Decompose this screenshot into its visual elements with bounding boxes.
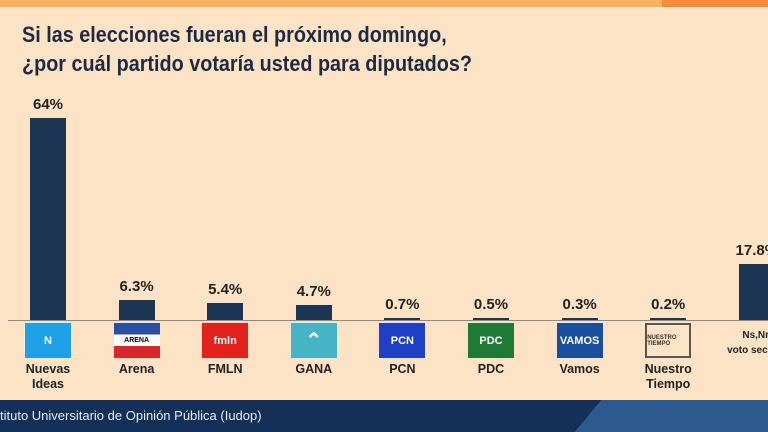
logo-text: PCN xyxy=(390,334,414,347)
logo-text: N xyxy=(44,334,52,347)
data-label: 6.3% xyxy=(119,278,154,296)
title-line: ¿por cuál partido votaría usted para dip… xyxy=(22,51,472,76)
party-logo-icon: fmln xyxy=(202,323,249,358)
chart-title: Si las elecciones fueran el próximo domi… xyxy=(22,20,472,78)
category-label-line: PDC xyxy=(477,362,505,376)
party-logo-icon: NUESTRO TIEMPO xyxy=(645,323,692,358)
category-label-line: voto secreto xyxy=(727,345,768,356)
data-label: 17.8% xyxy=(735,241,768,259)
category-label-line: Arena xyxy=(118,362,155,376)
data-label: 4.7% xyxy=(296,283,331,301)
data-label: 0.5% xyxy=(473,296,509,313)
category-label: Vamos xyxy=(535,362,625,377)
category-label: PCN xyxy=(357,362,447,377)
data-label: 64% xyxy=(32,96,64,113)
bar xyxy=(738,263,768,320)
logo-text: ARENA xyxy=(124,337,150,344)
logo-text: fmln xyxy=(213,334,237,347)
category-label-line: GANA xyxy=(295,362,333,376)
logo-text: NUESTRO TIEMPO xyxy=(647,334,677,347)
data-label: 5.4% xyxy=(208,280,243,298)
logo-text: PDC xyxy=(479,334,503,347)
bar xyxy=(650,318,687,320)
footer: tituto Universitario de Opinión Pública … xyxy=(0,400,768,432)
party-logo-icon: VAMOS xyxy=(556,323,603,358)
category-label: Ns,Nr, voto secreto xyxy=(712,328,768,358)
x-axis xyxy=(8,320,768,321)
category-label: FMLN xyxy=(180,362,270,377)
category-label-line: FMLN xyxy=(207,362,243,376)
logo-text: VAMOS xyxy=(559,334,600,347)
bar xyxy=(473,318,509,320)
top-accent-bar-right xyxy=(662,0,768,7)
bar xyxy=(207,302,244,320)
footer-accent xyxy=(574,400,768,432)
bar xyxy=(295,305,332,320)
source-text: tituto Universitario de Opinión Pública … xyxy=(0,408,262,423)
category-label: Nuestro Tiempo xyxy=(623,362,713,392)
category-label: Nuevas Ideas xyxy=(3,362,93,392)
bar xyxy=(118,300,155,320)
category-label-line: Nuevas xyxy=(25,362,71,376)
category-label-line: Vamos xyxy=(559,362,600,376)
top-accent-bar xyxy=(0,0,768,7)
bar xyxy=(384,317,421,320)
category-label-line: Ideas xyxy=(32,377,64,391)
bar xyxy=(30,118,66,320)
category-label-line: PCN xyxy=(389,362,416,376)
category-label-line: Tiempo xyxy=(646,377,691,391)
title-line: Si las elecciones fueran el próximo domi… xyxy=(22,22,447,47)
party-logo-icon: ⌃ xyxy=(290,323,337,358)
category-label-line: Ns,Nr, xyxy=(742,330,768,341)
bar xyxy=(561,318,598,320)
category-label: PDC xyxy=(446,362,536,377)
category-label-line: Nuestro xyxy=(644,362,692,376)
data-label: 0.3% xyxy=(562,296,597,313)
party-logo-icon: PCN xyxy=(379,323,426,358)
category-label: Arena xyxy=(92,362,182,377)
category-label: GANA xyxy=(269,362,359,377)
party-logo-icon: ARENA xyxy=(113,323,160,358)
data-label: 0.2% xyxy=(651,296,686,313)
party-logo-icon: N xyxy=(25,323,71,358)
party-logo-icon: PDC xyxy=(468,323,514,358)
data-label: 0.7% xyxy=(385,295,420,313)
